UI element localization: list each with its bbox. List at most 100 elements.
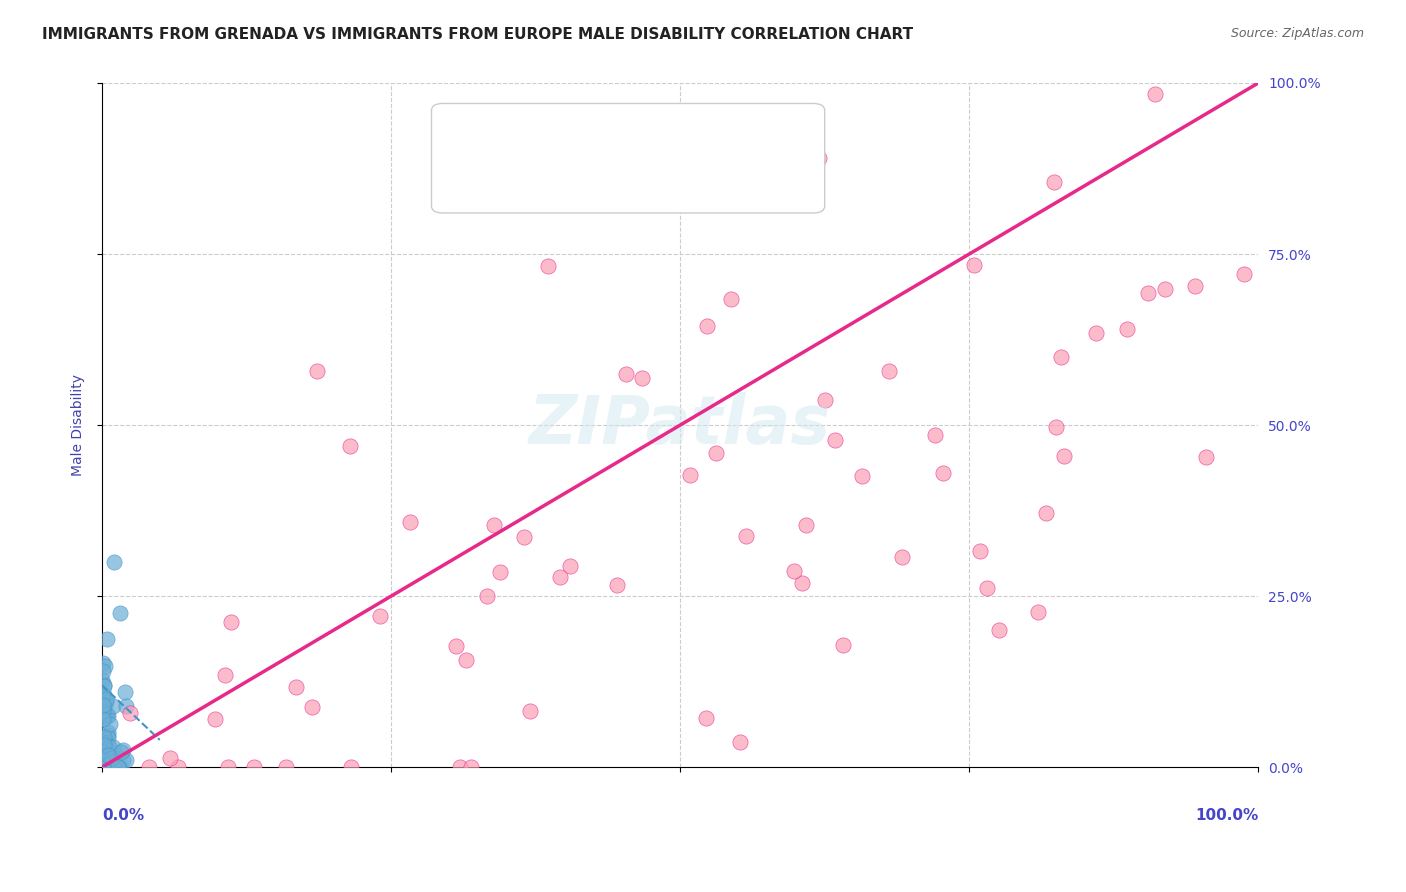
Point	[93, 698, 115, 713]
Point	[339, 439, 361, 453]
Point	[91, 689, 114, 703]
Point	[115, 753, 138, 767]
Point	[97, 725, 120, 739]
Y-axis label: Male Disability: Male Disability	[72, 374, 86, 476]
Point	[482, 517, 505, 532]
Point	[1137, 285, 1160, 300]
Point	[301, 700, 323, 714]
Point	[339, 760, 361, 774]
Point	[305, 364, 328, 378]
Point	[96, 707, 118, 722]
Point	[214, 668, 236, 682]
Point	[1154, 282, 1177, 296]
Point	[93, 750, 115, 764]
Point	[91, 665, 114, 679]
Point	[94, 737, 117, 751]
Point	[97, 731, 120, 745]
Point	[475, 589, 498, 603]
Point	[631, 371, 654, 385]
FancyBboxPatch shape	[432, 103, 825, 213]
Point	[96, 632, 118, 646]
Point	[219, 615, 242, 629]
Point	[728, 735, 751, 749]
Text: ZIPatlas: ZIPatlas	[529, 392, 831, 458]
Point	[790, 575, 813, 590]
Point	[91, 712, 114, 726]
Point	[285, 680, 308, 694]
Point	[94, 659, 117, 673]
Point	[91, 673, 114, 687]
Point	[444, 639, 467, 653]
Point	[103, 699, 125, 714]
Legend:  R = -0.238  N = 57,  R =  0.675  N = 69: R = -0.238 N = 57, R = 0.675 N = 69	[537, 108, 742, 169]
Point	[558, 558, 581, 573]
Point	[537, 260, 560, 274]
Point	[110, 745, 132, 759]
Point	[963, 258, 986, 272]
Point	[696, 319, 718, 334]
Point	[832, 638, 855, 652]
Point	[94, 696, 117, 710]
Point	[114, 685, 136, 699]
Point	[1184, 279, 1206, 293]
Point	[91, 747, 114, 762]
Point	[100, 747, 122, 762]
Point	[91, 698, 114, 712]
Point	[93, 688, 115, 702]
Point	[824, 433, 846, 447]
Point	[1053, 449, 1076, 463]
Point	[877, 364, 900, 378]
Point	[704, 446, 727, 460]
Point	[1233, 268, 1256, 282]
Point	[204, 712, 226, 726]
Text: 0.0%: 0.0%	[101, 808, 143, 823]
Point	[734, 528, 756, 542]
Point	[1050, 350, 1073, 364]
Point	[93, 678, 115, 692]
Text: 100.0%: 100.0%	[1195, 808, 1258, 823]
Point	[932, 467, 955, 481]
Point	[91, 704, 114, 718]
Point	[783, 564, 806, 578]
Point	[460, 760, 482, 774]
Point	[94, 692, 117, 706]
Point	[159, 751, 181, 765]
Point	[98, 739, 121, 754]
Point	[454, 653, 477, 667]
Point	[489, 565, 512, 579]
Point	[93, 730, 115, 744]
Point	[115, 698, 138, 713]
Point	[93, 756, 115, 770]
Point	[1042, 174, 1064, 188]
Point	[91, 760, 114, 774]
Point	[969, 544, 991, 558]
Point	[91, 712, 114, 726]
Point	[97, 742, 120, 756]
Point	[107, 759, 129, 773]
Point	[111, 743, 134, 757]
Point	[808, 151, 831, 165]
Point	[94, 736, 117, 750]
Point	[96, 760, 118, 774]
Point	[118, 706, 141, 721]
Point	[1143, 87, 1166, 102]
Point	[1085, 326, 1108, 340]
Point	[519, 705, 541, 719]
Point	[1115, 322, 1137, 336]
Point	[720, 292, 742, 306]
Point	[104, 747, 127, 762]
Point	[814, 392, 837, 407]
Point	[449, 760, 471, 774]
Point	[108, 606, 131, 620]
Point	[97, 728, 120, 742]
Text: Source: ZipAtlas.com: Source: ZipAtlas.com	[1230, 27, 1364, 40]
Point	[550, 570, 572, 584]
Point	[794, 517, 817, 532]
Point	[93, 739, 115, 753]
Point	[97, 708, 120, 723]
Point	[679, 467, 702, 482]
Point	[107, 760, 129, 774]
Point	[91, 745, 114, 759]
Point	[91, 753, 114, 767]
Point	[111, 753, 134, 767]
